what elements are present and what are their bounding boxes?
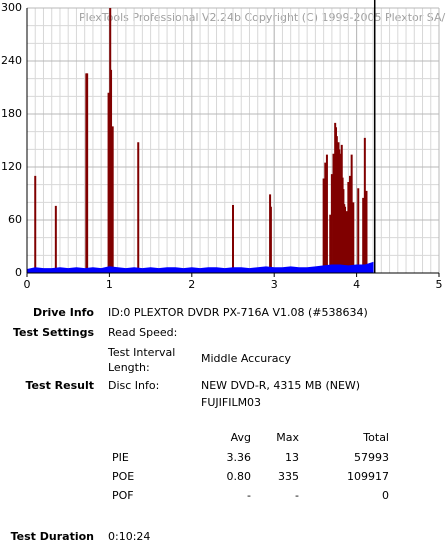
value: NEW DVD-R, 4315 MB (NEW) <box>201 379 361 392</box>
table-cell: 13 <box>285 451 299 464</box>
x-tick-label: 1 <box>106 278 113 291</box>
y-tick-label: 60 <box>8 213 22 226</box>
table-cell: 57993 <box>354 451 389 464</box>
y-tick-label: 180 <box>1 107 22 120</box>
chart: PlexTools Professional V2.24b Copyright … <box>1 0 446 291</box>
label: Test Settings <box>12 326 94 339</box>
label: Test Duration <box>10 530 94 543</box>
key: Disc Info: <box>108 379 160 392</box>
table-cell: Total <box>363 431 389 444</box>
info-panel: Drive Info ID:0 PLEXTOR DVDR PX-716A V1.… <box>0 300 446 544</box>
table-cell: POE <box>112 470 135 483</box>
table-cell: 109917 <box>347 470 389 483</box>
label: Test Result <box>25 379 94 392</box>
table-cell: - <box>295 489 299 502</box>
value: Middle Accuracy <box>201 352 292 365</box>
area <box>26 261 374 274</box>
x-tick-label: 0 <box>24 278 31 291</box>
y-tick-label: 300 <box>1 1 22 14</box>
table-cell: 335 <box>278 470 299 483</box>
x-tick-label: 4 <box>353 278 360 291</box>
y-tick-label: 240 <box>1 54 22 67</box>
value: FUJIFILM03 <box>201 396 262 409</box>
key: Test Interval Length: <box>108 346 176 374</box>
table-cell: 0.80 <box>226 470 252 483</box>
table-cell: 0 <box>382 489 389 502</box>
chart-title: PlexTools Professional V2.24b Copyright … <box>79 11 446 24</box>
table-cell: POF <box>112 489 134 502</box>
table-cell: - <box>247 489 251 502</box>
x-tick-label: 2 <box>188 278 195 291</box>
table-cell: Max <box>276 431 299 444</box>
y-tick-label: 120 <box>1 160 22 173</box>
label: Drive Info <box>32 306 94 319</box>
value: ID:0 PLEXTOR DVDR PX-716A V1.08 (#538634… <box>108 306 368 319</box>
x-tick-label: 5 <box>436 278 443 291</box>
table-cell: 3.36 <box>226 451 252 464</box>
value: 0:10:24 <box>108 530 151 543</box>
y-tick-label: 0 <box>15 266 22 279</box>
table-cell: PIE <box>112 451 129 464</box>
table-cell: Avg <box>230 431 251 444</box>
key: Read Speed: <box>108 326 178 339</box>
x-tick-label: 3 <box>271 278 278 291</box>
